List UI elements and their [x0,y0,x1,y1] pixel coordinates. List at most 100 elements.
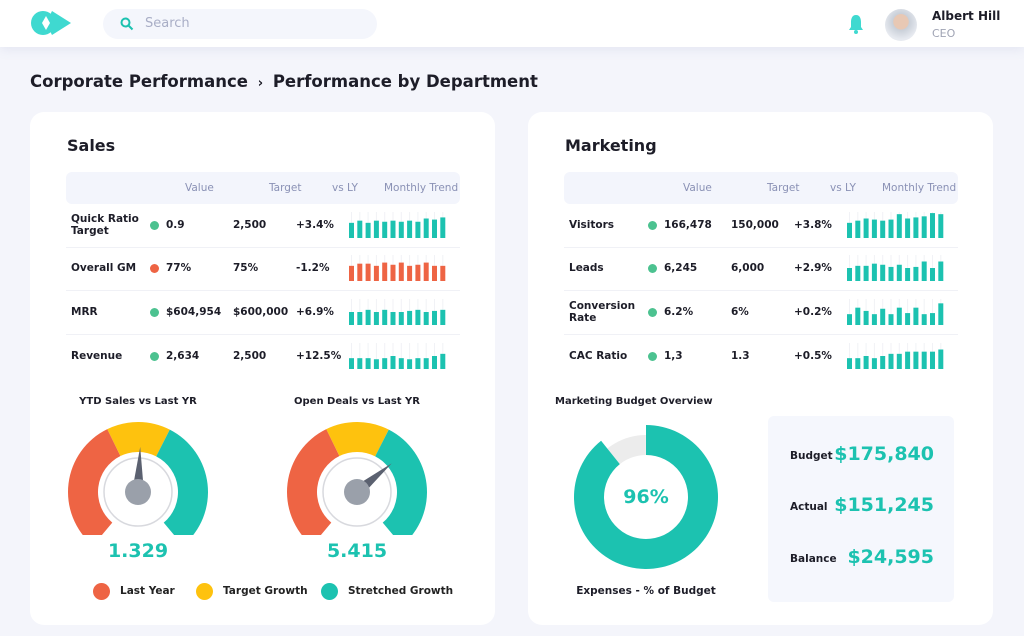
row-label: Visitors [569,219,615,231]
trend-bar [432,265,437,281]
trend-bar [407,220,413,238]
row-target: 150,000 [731,219,779,231]
trend-gridline [409,343,411,369]
trend-sparkline [847,212,944,238]
trend-bar [423,358,429,369]
trend-bar [880,356,886,369]
trend-bar [896,353,902,369]
row-vs-ly: +3.4% [296,219,334,231]
trend-bar [847,268,852,281]
trend-bar [888,353,894,369]
gauge-segment-last-year [287,429,340,535]
trend-bar [407,310,413,325]
trend-bar [880,220,886,238]
gauge-ytd-sales [68,422,208,535]
trend-bar [855,220,861,238]
actual-value: $151,245 [834,494,934,516]
row-target: 2,500 [233,219,267,231]
column-header: vs LY [830,182,856,194]
trend-bar [382,262,388,281]
trend-bar [390,264,396,281]
trend-bar [930,313,935,325]
trend-bar [863,310,869,325]
trend-gridline [857,343,859,369]
breadcrumb-separator: › [257,76,264,91]
trend-bar [913,351,919,369]
trend-bar [423,218,429,238]
trend-bar [905,313,911,325]
trend-bar [930,351,935,369]
gauge-hub [125,479,151,505]
trend-bar [921,351,927,369]
trend-bar [855,265,861,281]
trend-gridline [351,343,352,369]
trend-gridline [359,343,361,369]
logo[interactable] [30,10,72,36]
table-header [564,172,958,204]
trend-bar [905,351,911,369]
trend-bar [888,314,894,325]
gauge-value: 1.329 [107,540,169,562]
trend-gridline [400,343,402,369]
trend-bar [432,219,437,238]
trend-bar [365,309,371,325]
row-value: 77% [166,262,192,274]
row-divider [564,290,958,291]
row-divider [564,247,958,248]
donut-percent: 96% [623,486,669,508]
legend-dot-stretched-growth [321,583,338,600]
trend-gridline [873,299,875,325]
trend-bar [365,358,371,369]
row-value: 0.9 [166,219,185,231]
row-label: Revenue [71,350,123,362]
trend-bar [432,310,437,325]
trend-sparkline [349,212,446,238]
trend-bar [415,221,421,238]
trend-bar [398,312,404,325]
trend-gridline [932,299,933,325]
trend-bar [349,358,354,369]
trend-bar [896,264,902,281]
trend-bar [888,266,894,281]
trend-bar [938,214,944,238]
trend-bar [373,265,379,281]
trend-bar [423,262,429,281]
bell-icon[interactable] [847,14,865,34]
trend-bar [398,221,404,238]
row-target: 6% [731,306,749,318]
row-target: 6,000 [731,262,765,274]
trend-bar [938,303,944,325]
row-vs-ly: +6.9% [296,306,334,318]
budget-label: Budget [790,450,833,462]
row-divider [66,290,460,291]
trend-gridline [375,343,377,369]
legend-dot-last-year [93,583,110,600]
legend-label: Target Growth [223,585,308,597]
trend-bar [847,358,852,369]
search-input[interactable]: Search [103,9,377,39]
user-role: CEO [932,27,956,40]
trend-bar [423,312,429,325]
trend-bar [373,312,379,325]
trend-bar [382,358,388,369]
row-label: CAC Ratio [569,350,628,362]
row-label: Overall GM [71,262,137,274]
row-vs-ly: +2.9% [794,262,832,274]
gauge-open-deals [287,422,427,535]
gauge-segment-last-year [68,429,121,535]
legend-dot-target-growth [196,583,213,600]
trend-bar [847,314,852,325]
trend-bar [365,263,371,281]
gauge-segment-target-growth [326,422,389,457]
breadcrumb-parent[interactable]: Corporate Performance [30,72,248,91]
status-dot [648,264,657,273]
row-vs-ly: +0.2% [794,306,832,318]
trend-bar [938,261,944,281]
trend-bar [855,358,861,369]
avatar[interactable] [885,9,917,41]
column-header: Target [269,182,302,194]
column-header: vs LY [332,182,358,194]
trend-sparkline [349,255,446,281]
trend-bar [390,356,396,369]
status-dot [150,352,159,361]
